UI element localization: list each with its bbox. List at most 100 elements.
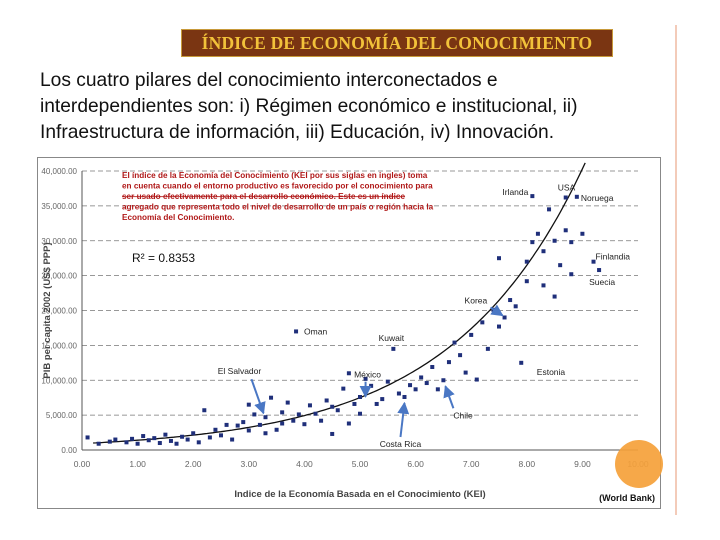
data-point (519, 360, 524, 365)
note-line: agregado que representa todo el nivel de… (122, 203, 434, 212)
x-tick-label: 7.00 (463, 459, 480, 469)
y-tick-label: 20,000.00 (41, 307, 77, 316)
data-point (246, 428, 251, 433)
note-line: en cuenta cuando el entorno productivo e… (122, 182, 433, 191)
data-point (547, 207, 552, 212)
accent-circle (615, 440, 663, 488)
data-point (552, 238, 557, 243)
data-point (469, 332, 474, 337)
slide-body: Los cuatro pilares del conocimiento inte… (40, 68, 690, 146)
data-point (157, 441, 162, 446)
data-point (152, 436, 157, 441)
y-tick-label: 30,000.00 (41, 237, 77, 246)
data-point (235, 423, 240, 428)
data-point (502, 315, 507, 320)
data-point (141, 434, 146, 439)
data-point (307, 403, 312, 408)
data-point (508, 298, 513, 303)
data-point (196, 440, 201, 445)
data-point (246, 402, 251, 407)
annotation-label: USA (558, 183, 576, 193)
data-point (224, 422, 229, 427)
annotation-label: Oman (304, 326, 327, 336)
data-point (207, 435, 212, 440)
data-point (424, 381, 429, 386)
data-point (391, 346, 396, 351)
data-point (580, 231, 585, 236)
y-tick-label: 25,000.00 (41, 272, 77, 281)
data-point (497, 256, 501, 261)
x-tick-label: 5.00 (352, 459, 369, 469)
annotation-label: México (354, 370, 381, 380)
y-tick-label: 0.00 (61, 446, 77, 455)
x-tick-label: 6.00 (407, 459, 424, 469)
annotation-label: Irlanda (502, 187, 528, 197)
data-point (369, 383, 374, 388)
data-point (263, 431, 268, 436)
chart-frame: 0.00 5,000.00 10,000.00 15,000.00 20,000.00 2… (37, 157, 661, 509)
data-point (296, 412, 301, 417)
data-point (324, 398, 329, 403)
data-point (541, 283, 546, 288)
source-label: (World Bank) (599, 493, 655, 503)
data-point (485, 346, 490, 351)
data-point (130, 436, 135, 441)
data-point (535, 231, 540, 236)
data-point (302, 422, 307, 427)
data-point (319, 418, 324, 423)
data-point (346, 421, 351, 426)
data-point (396, 391, 401, 396)
data-point (563, 228, 568, 233)
data-point (524, 259, 529, 264)
data-point (346, 371, 351, 376)
x-tick-label: 9.00 (574, 459, 591, 469)
data-point (274, 427, 279, 432)
data-point (280, 410, 285, 415)
data-point (513, 304, 518, 309)
data-point (124, 440, 129, 445)
data-point (374, 401, 379, 406)
data-point (257, 422, 262, 427)
data-point (541, 249, 546, 254)
y-tick-label: 5,000.00 (46, 411, 78, 420)
slide-title-banner: ÍNDICE DE ECONOMÍA DEL CONOCIMIENTO (181, 29, 613, 57)
annotation-label: Estonia (537, 367, 566, 377)
data-point (435, 387, 440, 392)
note-line: ser usado efectivamente para el desarrol… (122, 192, 405, 201)
x-tick-label: 4.00 (296, 459, 313, 469)
data-point (96, 441, 101, 446)
y-tick-label: 35,000.00 (41, 202, 77, 211)
data-point (385, 379, 390, 384)
data-point (280, 421, 285, 426)
scatter-chart: 0.00 5,000.00 10,000.00 15,000.00 20,000.00 2… (41, 162, 655, 503)
annotation-label: Suecia (589, 277, 615, 287)
x-tick-label: 3.00 (241, 459, 258, 469)
body-line-3: Infraestructura de información, iii) Edu… (40, 122, 555, 143)
data-point (180, 434, 185, 439)
data-point (363, 376, 368, 381)
y-tick-label: 40,000.00 (41, 167, 77, 176)
data-point (146, 438, 151, 443)
annotation-label: El Salvador (218, 366, 262, 376)
y-axis-title: PIB per capita 2002 (US$ PPP) (42, 242, 53, 378)
annotation-label: Noruega (581, 193, 614, 203)
data-point (113, 437, 118, 442)
data-point (591, 259, 596, 264)
data-point (497, 324, 501, 329)
annotation-arrow (397, 401, 410, 438)
annotation-arrow (490, 304, 504, 317)
data-point (597, 268, 602, 273)
data-point (352, 401, 357, 406)
data-point (335, 408, 340, 413)
data-point (358, 411, 362, 416)
data-point (402, 394, 407, 399)
data-point (202, 408, 207, 413)
data-point (358, 394, 362, 399)
data-point (569, 240, 574, 245)
data-point (252, 412, 257, 417)
data-point (341, 386, 346, 391)
data-point (480, 320, 485, 325)
data-point (569, 272, 574, 277)
r-squared-label: R² = 0.8353 (132, 251, 195, 265)
data-point (241, 420, 246, 425)
